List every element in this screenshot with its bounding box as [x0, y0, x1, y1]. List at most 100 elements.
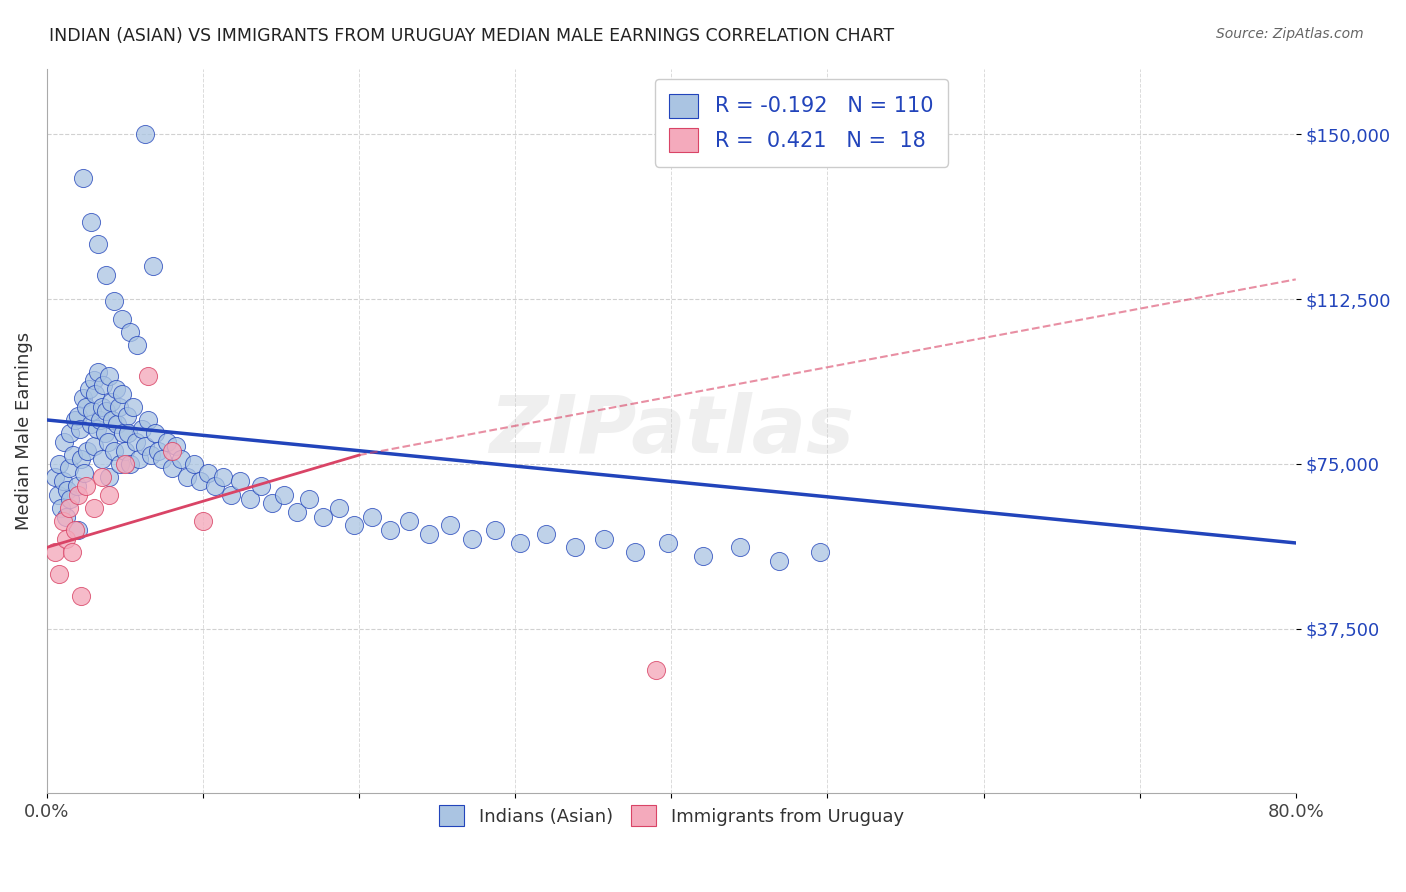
Point: [76, 443, 98, 458]
Point: [204, 479, 226, 493]
Point: [298, 491, 321, 506]
Point: [100, 395, 122, 409]
Point: [808, 545, 831, 559]
Point: [114, 443, 136, 458]
Point: [90, 470, 112, 484]
Point: [484, 523, 506, 537]
Point: [70, 589, 93, 603]
Point: [141, 448, 163, 462]
Point: [692, 549, 714, 563]
Point: [156, 434, 179, 449]
Point: [183, 457, 205, 471]
Point: [90, 452, 112, 467]
Point: [312, 509, 335, 524]
Point: [46, 488, 69, 502]
Point: [111, 386, 134, 401]
Point: [75, 479, 97, 493]
Point: [121, 400, 143, 414]
Point: [55, 509, 77, 524]
Point: [249, 479, 271, 493]
Point: [134, 439, 156, 453]
Point: [86, 422, 108, 436]
Point: [260, 496, 283, 510]
Point: [72, 391, 94, 405]
Point: [112, 426, 135, 441]
Point: [67, 409, 90, 423]
Point: [146, 443, 169, 458]
Point: [191, 514, 214, 528]
Point: [110, 457, 132, 471]
Point: [65, 479, 87, 493]
Point: [62, 448, 84, 462]
Point: [593, 532, 616, 546]
Point: [768, 553, 790, 567]
Point: [70, 452, 93, 467]
Y-axis label: Median Male Earnings: Median Male Earnings: [15, 332, 32, 530]
Point: [96, 404, 118, 418]
Point: [176, 470, 198, 484]
Point: [107, 400, 129, 414]
Point: [128, 452, 150, 467]
Point: [380, 523, 402, 537]
Point: [55, 532, 77, 546]
Point: [83, 373, 105, 387]
Point: [115, 409, 138, 423]
Point: [87, 237, 110, 252]
Point: [98, 488, 121, 502]
Point: [97, 434, 120, 449]
Point: [239, 491, 262, 506]
Point: [51, 475, 73, 489]
Point: [75, 400, 97, 414]
Point: [51, 514, 73, 528]
Point: [152, 452, 174, 467]
Point: [103, 443, 125, 458]
Point: [111, 312, 134, 326]
Point: [644, 664, 666, 678]
Point: [212, 470, 235, 484]
Point: [285, 505, 308, 519]
Point: [142, 259, 165, 273]
Point: [360, 509, 382, 524]
Point: [93, 426, 115, 441]
Point: [328, 500, 350, 515]
Point: [188, 475, 211, 489]
Point: [118, 325, 141, 339]
Point: [60, 545, 83, 559]
Point: [87, 365, 110, 379]
Point: [53, 434, 76, 449]
Point: [343, 518, 366, 533]
Point: [48, 457, 70, 471]
Point: [138, 413, 160, 427]
Text: ZIPatlas: ZIPatlas: [489, 392, 853, 470]
Point: [73, 466, 96, 480]
Point: [44, 470, 66, 484]
Point: [105, 417, 128, 432]
Point: [96, 268, 118, 282]
Point: [143, 426, 166, 441]
Point: [63, 523, 86, 537]
Text: Source: ZipAtlas.com: Source: ZipAtlas.com: [1216, 27, 1364, 41]
Point: [49, 500, 72, 515]
Point: [63, 413, 86, 427]
Point: [219, 488, 242, 502]
Point: [83, 500, 105, 515]
Point: [229, 475, 252, 489]
Point: [131, 422, 153, 436]
Point: [398, 514, 420, 528]
Point: [69, 422, 91, 436]
Point: [59, 491, 82, 506]
Point: [84, 386, 107, 401]
Point: [79, 417, 101, 432]
Point: [48, 566, 70, 581]
Point: [98, 369, 121, 384]
Legend: Indians (Asian), Immigrants from Uruguay: Indians (Asian), Immigrants from Uruguay: [430, 797, 912, 835]
Point: [44, 545, 66, 559]
Point: [58, 461, 80, 475]
Point: [89, 413, 111, 427]
Point: [624, 545, 647, 559]
Point: [101, 413, 124, 427]
Point: [82, 404, 104, 418]
Point: [160, 461, 183, 475]
Point: [79, 215, 101, 229]
Text: INDIAN (ASIAN) VS IMMIGRANTS FROM URUGUAY MEDIAN MALE EARNINGS CORRELATION CHART: INDIAN (ASIAN) VS IMMIGRANTS FROM URUGUA…: [49, 27, 894, 45]
